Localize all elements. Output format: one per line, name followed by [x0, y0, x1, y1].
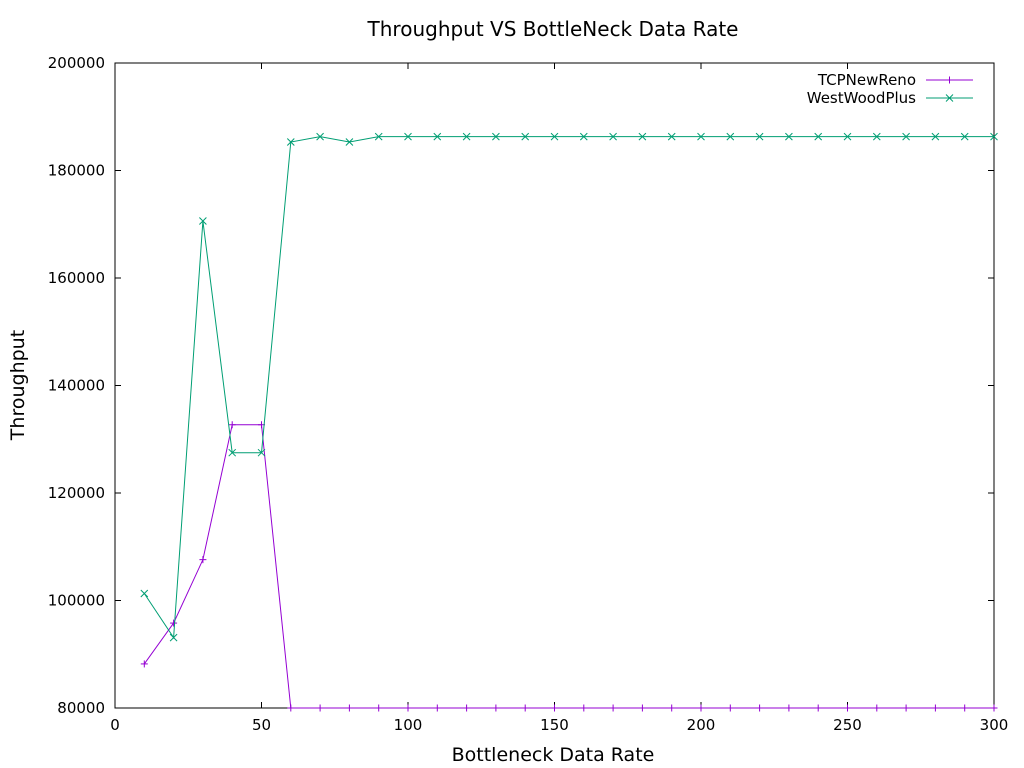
data-point-westwoodplus: [404, 132, 412, 141]
data-point-westwoodplus: [814, 132, 823, 141]
axis-ticks: 0 50 100 150 200 250 300 80000 100000 120000 14000…: [48, 54, 1009, 734]
data-point-westwoodplus: [492, 132, 500, 141]
data-point-tcpnewreno: [844, 704, 851, 712]
data-point-westwoodplus: [990, 132, 998, 141]
data-point-westwoodplus: [609, 132, 617, 141]
data-point-westwoodplus: [345, 138, 354, 146]
chart-title: Throughput VS BottleNeck Data Rate: [367, 17, 739, 41]
y-tick-label: 200000: [48, 54, 105, 72]
data-point-westwoodplus: [257, 448, 266, 457]
data-point-westwoodplus: [521, 132, 530, 141]
data-point-tcpnewreno: [756, 704, 764, 712]
data-point-westwoodplus: [462, 132, 471, 141]
data-point-tcpnewreno: [551, 704, 558, 712]
data-point-tcpnewreno: [726, 704, 734, 712]
x-tick-label: 300: [980, 716, 1009, 734]
data-point-westwoodplus: [872, 132, 881, 141]
legend-swatch-marker: [946, 76, 953, 84]
data-point-tcpnewreno: [609, 704, 617, 712]
data-point-westwoodplus: [550, 132, 559, 141]
y-tick-label: 140000: [48, 377, 105, 395]
data-point-tcpnewreno: [404, 704, 412, 712]
data-point-westwoodplus: [228, 448, 237, 457]
data-point-westwoodplus: [286, 138, 295, 146]
data-point-westwoodplus: [199, 217, 207, 225]
legend-entry-tcpnewreno: TCPNewReno: [817, 71, 973, 89]
data-point-tcpnewreno: [902, 704, 910, 712]
data-point-tcpnewreno: [961, 704, 969, 712]
data-point-westwoodplus: [433, 132, 442, 141]
data-point-tcpnewreno: [287, 704, 295, 712]
series-line-tcpnewreno: [143, 424, 994, 709]
y-tick-label: 120000: [48, 484, 105, 502]
data-point-westwoodplus: [140, 589, 149, 598]
x-tick-label: 150: [540, 716, 569, 734]
data-point-tcpnewreno: [814, 704, 822, 712]
y-axis-label: Throughput: [7, 330, 29, 441]
y-tick-label: 160000: [48, 269, 105, 287]
legend-label: WestWoodPlus: [807, 89, 916, 107]
x-axis-label: Bottleneck Data Rate: [452, 744, 655, 766]
series-layer: [140, 132, 998, 712]
series-westwoodplus: [140, 132, 998, 642]
data-point-westwoodplus: [697, 132, 705, 141]
data-point-tcpnewreno: [521, 704, 529, 712]
data-point-tcpnewreno: [931, 704, 939, 712]
data-point-tcpnewreno: [990, 704, 998, 712]
data-point-westwoodplus: [785, 132, 793, 141]
x-tick-label: 50: [252, 716, 271, 734]
legend-entry-westwoodplus: WestWoodPlus: [807, 89, 973, 107]
data-point-tcpnewreno: [199, 556, 207, 564]
data-point-tcpnewreno: [433, 704, 441, 712]
data-point-tcpnewreno: [140, 660, 148, 668]
data-point-tcpnewreno: [463, 704, 471, 712]
data-point-westwoodplus: [931, 132, 940, 141]
data-point-tcpnewreno: [170, 619, 178, 627]
data-point-tcpnewreno: [492, 704, 500, 712]
legend-label: TCPNewReno: [817, 71, 916, 89]
data-point-tcpnewreno: [375, 704, 383, 712]
data-point-tcpnewreno: [580, 704, 588, 712]
plot-frame: [114, 62, 995, 709]
data-point-westwoodplus: [843, 132, 852, 141]
data-point-westwoodplus: [960, 132, 969, 141]
data-point-westwoodplus: [579, 132, 588, 141]
data-point-tcpnewreno: [345, 704, 353, 712]
data-point-tcpnewreno: [638, 704, 646, 712]
data-point-westwoodplus: [902, 132, 910, 141]
data-point-tcpnewreno: [697, 704, 705, 712]
series-line-westwoodplus: [143, 136, 994, 640]
data-point-tcpnewreno: [316, 704, 324, 712]
legend-swatch-marker: [945, 94, 954, 102]
x-tick-label: 200: [687, 716, 716, 734]
y-tick-label: 100000: [48, 592, 105, 610]
x-tick-label: 100: [394, 716, 423, 734]
data-point-westwoodplus: [667, 132, 676, 141]
data-point-tcpnewreno: [668, 704, 676, 712]
data-point-westwoodplus: [374, 132, 383, 141]
series-tcpnewreno: [140, 421, 998, 712]
data-point-tcpnewreno: [785, 704, 793, 712]
data-point-westwoodplus: [755, 132, 764, 141]
data-point-tcpnewreno: [873, 704, 881, 712]
y-tick-label: 180000: [48, 162, 105, 180]
x-tick-label: 0: [110, 716, 120, 734]
data-point-westwoodplus: [638, 132, 647, 141]
data-point-westwoodplus: [169, 633, 178, 642]
y-tick-label: 80000: [57, 699, 105, 717]
data-point-tcpnewreno: [228, 421, 236, 429]
x-tick-label: 250: [833, 716, 862, 734]
data-point-westwoodplus: [316, 132, 324, 141]
data-point-westwoodplus: [726, 132, 735, 141]
